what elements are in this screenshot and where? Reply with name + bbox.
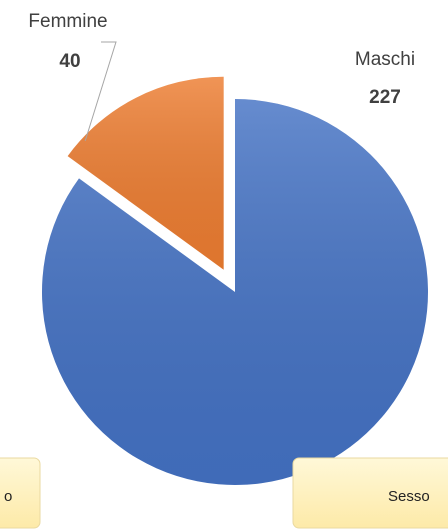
slice-value: 227 bbox=[369, 87, 401, 108]
pie bbox=[41, 76, 429, 485]
annotation: Sesso bbox=[388, 488, 430, 505]
leader-line bbox=[84, 41, 117, 142]
slice-shading bbox=[67, 76, 224, 270]
annotation: o bbox=[4, 488, 12, 505]
slice-label: Maschi bbox=[355, 49, 415, 70]
slice-label: Femmine bbox=[28, 11, 107, 32]
legend-box bbox=[0, 457, 41, 529]
legend-box bbox=[292, 457, 448, 529]
slice-value: 40 bbox=[59, 51, 80, 72]
slice-shading bbox=[41, 99, 429, 485]
